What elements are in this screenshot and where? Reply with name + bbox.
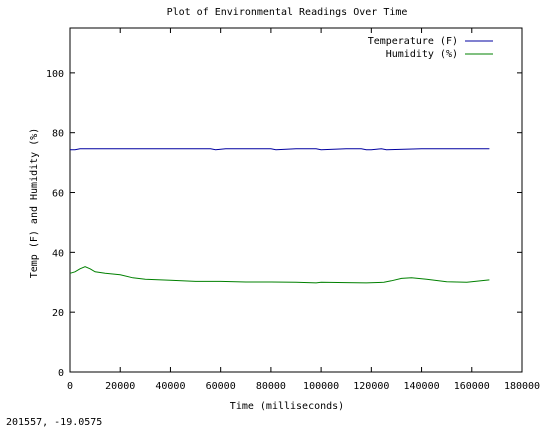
- x-tick-label: 120000: [353, 381, 389, 392]
- y-axis-label: Temp (F) and Humidity (%): [29, 128, 40, 279]
- x-tick-label: 80000: [256, 381, 286, 392]
- chart-title: Plot of Environmental Readings Over Time: [167, 7, 408, 18]
- coordinate-readout: 201557, -19.0575: [6, 417, 103, 428]
- y-tick-label: 20: [52, 308, 64, 319]
- y-tick-label: 100: [46, 69, 64, 80]
- series-line-temperature: [70, 148, 490, 151]
- y-tick-label: 60: [52, 189, 64, 200]
- x-tick-label: 140000: [403, 381, 439, 392]
- x-tick-label: 0: [67, 381, 73, 392]
- x-tick-label: 60000: [206, 381, 236, 392]
- y-tick-label: 80: [52, 129, 64, 140]
- series-line-humidity: [69, 266, 490, 284]
- y-tick-label: 0: [58, 368, 64, 379]
- plot-frame: [69, 27, 523, 373]
- x-tick-label: 20000: [105, 381, 135, 392]
- series-layer: [69, 148, 490, 284]
- x-tick-label: 100000: [303, 381, 339, 392]
- x-tick-label: 180000: [504, 381, 540, 392]
- plot-area: [69, 27, 523, 373]
- legend-label-temperature: Temperature (F): [368, 36, 458, 47]
- x-tick-label: 160000: [454, 381, 490, 392]
- y-tick-label: 40: [52, 248, 64, 259]
- legend: Temperature (F) Humidity (%): [368, 36, 493, 60]
- x-tick-label: 40000: [155, 381, 185, 392]
- x-axis-label: Time (milliseconds): [230, 401, 344, 412]
- axis-ticks: 0 20000 40000 60000 80000 100000 120000 140000 1…: [46, 28, 540, 392]
- legend-label-humidity: Humidity (%): [386, 49, 458, 60]
